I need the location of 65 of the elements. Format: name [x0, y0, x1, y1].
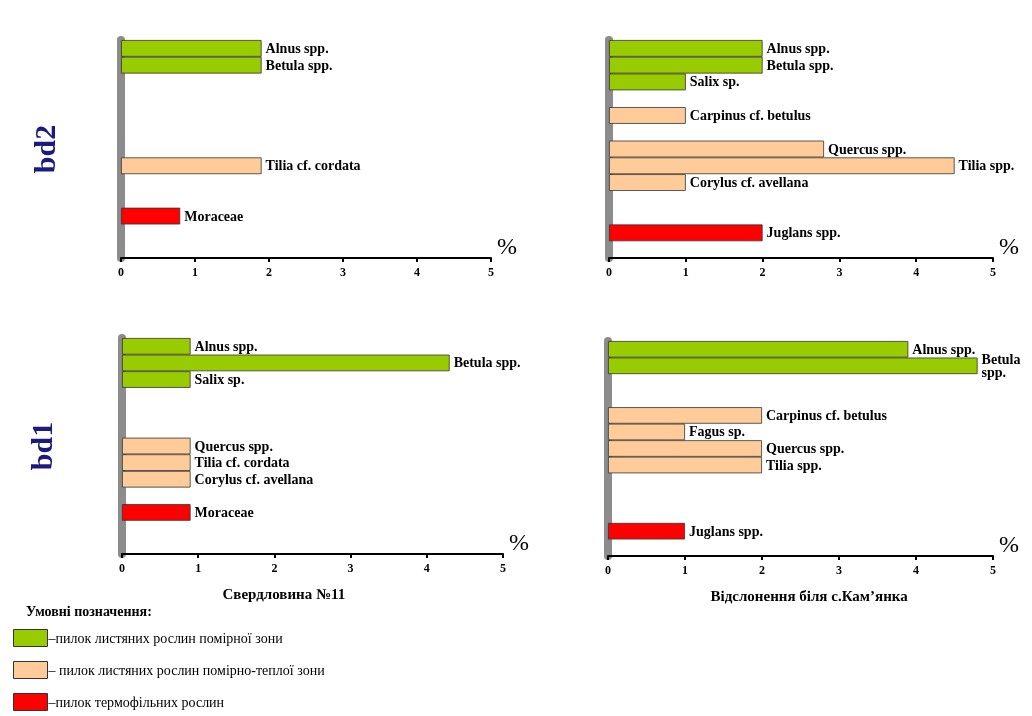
- x-tick-label: 0: [605, 563, 611, 577]
- category-label: Carpinus cf. betulus: [689, 107, 811, 123]
- bar: [609, 224, 763, 242]
- x-tick-label: 2: [271, 561, 278, 575]
- x-tick-label: 5: [488, 265, 495, 279]
- x-axis-title: %: [509, 529, 529, 555]
- category-label: Moraceae: [184, 208, 244, 224]
- x-tick-label: 4: [913, 563, 919, 577]
- x-tick-label: 2: [759, 563, 765, 577]
- category-label: Betula spp.: [265, 57, 333, 73]
- x-tick-label: 5: [990, 563, 996, 577]
- category-label: Betula spp.: [453, 355, 521, 371]
- category-label: Alnus spp.: [265, 40, 329, 56]
- category-label: Quercus spp.: [766, 441, 845, 456]
- category-label: Quercus spp.: [828, 141, 907, 157]
- x-axis-title: %: [999, 233, 1019, 259]
- x-tick-label: 0: [606, 265, 612, 279]
- category-label: Salix sp.: [194, 372, 245, 388]
- category-label: Corylus cf. avellana: [689, 175, 809, 191]
- category-label: Quercus spp.: [194, 438, 273, 454]
- x-tick-label: 4: [414, 265, 421, 279]
- category-label: Tilia cf. cordata: [265, 158, 361, 174]
- y-axis-title: bd1: [24, 421, 58, 471]
- x-tick-label: 0: [119, 561, 125, 575]
- text: Відслонення біля с.Кам’янка: [710, 587, 909, 604]
- y-axis-title: bd2: [27, 124, 61, 174]
- category-label: Salix sp.: [689, 74, 740, 90]
- x-tick-label: 3: [347, 561, 354, 575]
- category-label: Moraceae: [194, 504, 254, 520]
- x-tick-label: 1: [682, 563, 688, 577]
- category-label: Carpinus cf. betulus: [766, 407, 887, 423]
- x-tick-label: 2: [266, 265, 272, 279]
- category-label: Alnus spp.: [194, 338, 258, 354]
- category-label: Tilia spp.: [958, 158, 1015, 174]
- legend-label: –пилок листяних рослин помірної зони: [47, 630, 284, 646]
- legend-label: –пилок термофільних рослин: [47, 694, 225, 710]
- category-label: Alnus spp.: [912, 341, 976, 357]
- x-tick-label: 3: [836, 265, 843, 279]
- legend-title: Умовні позначення:: [26, 603, 152, 619]
- text: Свердловина №11: [222, 585, 346, 602]
- x-tick-label: 1: [195, 561, 202, 575]
- bar: [608, 522, 685, 540]
- x-tick-label: 4: [423, 561, 430, 575]
- x-tick-label: 5: [500, 561, 506, 575]
- x-tick-label: 3: [836, 563, 842, 577]
- x-tick-label: 2: [759, 265, 766, 279]
- x-tick-label: 3: [340, 265, 346, 279]
- x-axis-title: %: [497, 233, 518, 259]
- category-label: Corylus cf. avellana: [194, 471, 314, 487]
- legend-label: – пилок листяних рослин помірно-теплої зони: [47, 662, 326, 678]
- category-label: Tilia cf. cordata: [194, 455, 290, 471]
- category-label: Betula spp.: [766, 57, 834, 73]
- category-label: Fagus sp.: [689, 424, 746, 440]
- x-tick-label: 1: [682, 265, 689, 279]
- bar: [609, 107, 686, 124]
- x-tick-label: 1: [192, 265, 198, 279]
- category-label: Juglans spp.: [766, 225, 841, 241]
- x-axis-title: %: [999, 531, 1019, 557]
- category-label: Tilia spp.: [766, 457, 822, 473]
- category-label: Betula spp.: [981, 351, 1021, 380]
- x-tick-label: 0: [118, 265, 124, 279]
- category-label: Juglans spp.: [689, 523, 763, 539]
- x-tick-label: 5: [990, 265, 996, 279]
- category-label: Alnus spp.: [766, 40, 830, 56]
- x-tick-label: 4: [913, 265, 920, 279]
